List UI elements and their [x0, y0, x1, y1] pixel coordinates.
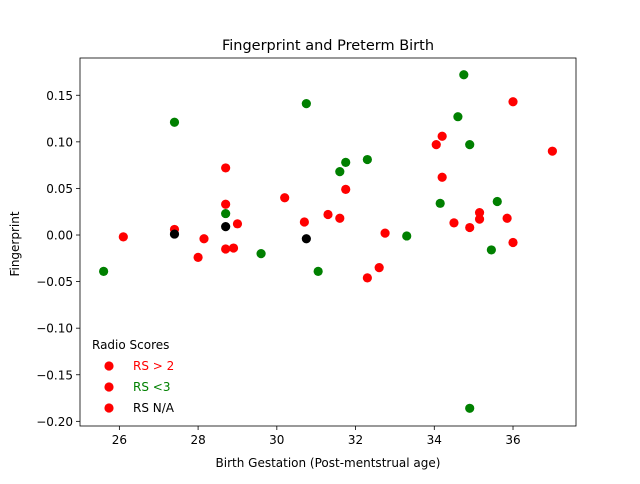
- data-point: [402, 231, 412, 241]
- data-point: [221, 208, 231, 219]
- data-point: [508, 237, 518, 248]
- legend-label: RS <3: [133, 380, 170, 394]
- data-point: [465, 222, 475, 233]
- x-tick-label: 34: [427, 433, 442, 447]
- data-point: [256, 249, 266, 259]
- data-point: [323, 209, 333, 220]
- y-tick-label: 0.15: [46, 89, 73, 103]
- data-point: [380, 228, 390, 238]
- y-tick-label: −0.15: [36, 368, 73, 382]
- legend-title: Radio Scores: [92, 338, 169, 352]
- data-point: [193, 252, 203, 262]
- data-point: [99, 266, 109, 276]
- data-point: [313, 266, 323, 276]
- data-point: [502, 213, 512, 223]
- data-point: [301, 99, 311, 109]
- x-tick-label: 28: [190, 433, 205, 447]
- data-point: [474, 214, 485, 224]
- data-point: [335, 167, 345, 177]
- data-point: [362, 154, 372, 165]
- x-tick-label: 30: [269, 433, 284, 447]
- x-axis-label: Birth Gestation (Post-mentstrual age): [216, 456, 441, 470]
- legend-label: RS > 2: [133, 359, 174, 373]
- legend-marker: [104, 361, 114, 371]
- data-point: [437, 131, 447, 141]
- data-point: [374, 263, 384, 273]
- chart-title: Fingerprint and Preterm Birth: [222, 38, 434, 54]
- axes-frame: [79, 57, 577, 427]
- data-point: [221, 163, 231, 173]
- data-point: [465, 140, 475, 150]
- data-point: [474, 208, 485, 218]
- x-tick-label: 32: [348, 433, 363, 447]
- data-point: [228, 243, 239, 253]
- data-point: [341, 157, 351, 167]
- y-tick-label: −0.10: [36, 322, 73, 336]
- y-tick-label: 0.05: [46, 182, 73, 196]
- data-point: [232, 219, 243, 229]
- data-point: [169, 229, 180, 239]
- data-point: [341, 184, 351, 194]
- legend-marker: [104, 382, 114, 392]
- data-point: [449, 218, 459, 228]
- legend: Radio Scores RS > 2 RS <3 RS N/A: [92, 338, 175, 415]
- data-point: [435, 198, 445, 208]
- data-point: [508, 97, 518, 107]
- data-point: [547, 146, 557, 156]
- data-point: [299, 217, 309, 227]
- data-point: [459, 70, 469, 80]
- data-point: [280, 193, 290, 203]
- y-tick-label: −0.05: [36, 275, 73, 289]
- legend-marker: [104, 403, 114, 413]
- data-point: [221, 244, 231, 254]
- x-tick-label: 36: [505, 433, 520, 447]
- data-point: [169, 117, 180, 127]
- data-point: [453, 112, 463, 122]
- data-point: [199, 234, 209, 244]
- legend-label: RS N/A: [133, 401, 175, 415]
- plot-area: 26 28 30 32 34 36 −0.20 −0.15 −0.10 −0.05 0.00 0.05…: [36, 57, 577, 447]
- data-point: [118, 232, 128, 242]
- data-point: [221, 199, 231, 209]
- x-tick-label: 26: [112, 433, 127, 447]
- data-point: [301, 234, 311, 244]
- y-axis-label: Fingerprint: [8, 211, 22, 276]
- y-tick-label: 0.00: [46, 229, 73, 243]
- data-point: [221, 222, 231, 232]
- data-point: [437, 172, 447, 182]
- y-tick-label: −0.20: [36, 415, 73, 429]
- y-tick-label: 0.10: [46, 135, 73, 149]
- data-point: [431, 140, 441, 150]
- data-point: [486, 245, 496, 255]
- data-point: [465, 403, 475, 413]
- data-point: [492, 196, 502, 207]
- data-point: [335, 213, 345, 223]
- data-point: [362, 273, 372, 283]
